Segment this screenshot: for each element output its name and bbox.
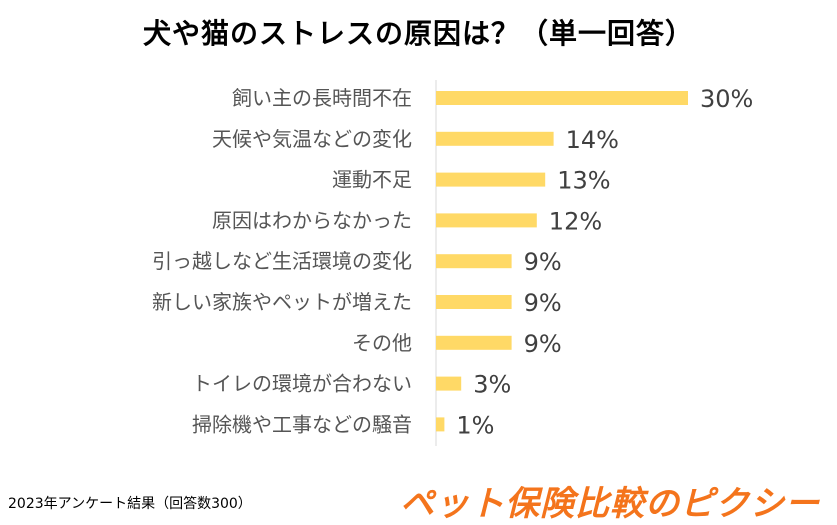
category-label-3: 原因はわからなかった (212, 208, 412, 232)
category-label-1: 天候や気温などの変化 (212, 127, 412, 151)
category-label-8: 掃除機や工事などの騒音 (192, 412, 412, 436)
bar-0 (436, 91, 688, 105)
brand-logo: ペット保険比較のピクシー (400, 484, 820, 524)
bar-2 (436, 172, 546, 187)
value-label-8: 1% (456, 411, 494, 439)
value-label-0: 30% (700, 85, 753, 113)
category-label-5: 新しい家族やペットが増えた (152, 290, 412, 314)
bar-7 (436, 376, 462, 391)
category-label-0: 飼い主の長時間不在 (232, 86, 412, 110)
bar-6 (436, 335, 512, 350)
category-label-4: 引っ越しなど生活環境の変化 (152, 249, 412, 273)
bar-3 (436, 213, 537, 228)
chart-title: 犬や猫のストレスの原因は？（単一回答） (142, 17, 694, 50)
value-label-7: 3% (473, 371, 511, 399)
bar-chart: 飼い主の長時間不在 30% 天候や気温などの変化 14% 運動不足 13% 原因はわからなか… (152, 80, 753, 446)
bar-5 (436, 295, 512, 309)
value-label-2: 13% (557, 167, 610, 195)
survey-footnote: 2023年アンケート結果（回答数300） (8, 496, 252, 512)
value-label-3: 12% (549, 207, 602, 235)
value-label-6: 9% (524, 330, 562, 358)
bar-1 (436, 131, 554, 146)
bar-4 (436, 254, 512, 269)
bar-8 (436, 417, 445, 432)
value-label-1: 14% (566, 126, 619, 154)
category-label-2: 運動不足 (332, 168, 412, 192)
category-label-7: トイレの環境が合わない (192, 372, 412, 396)
value-label-5: 9% (524, 289, 562, 317)
category-label-6: その他 (352, 331, 412, 355)
value-label-4: 9% (524, 248, 562, 276)
